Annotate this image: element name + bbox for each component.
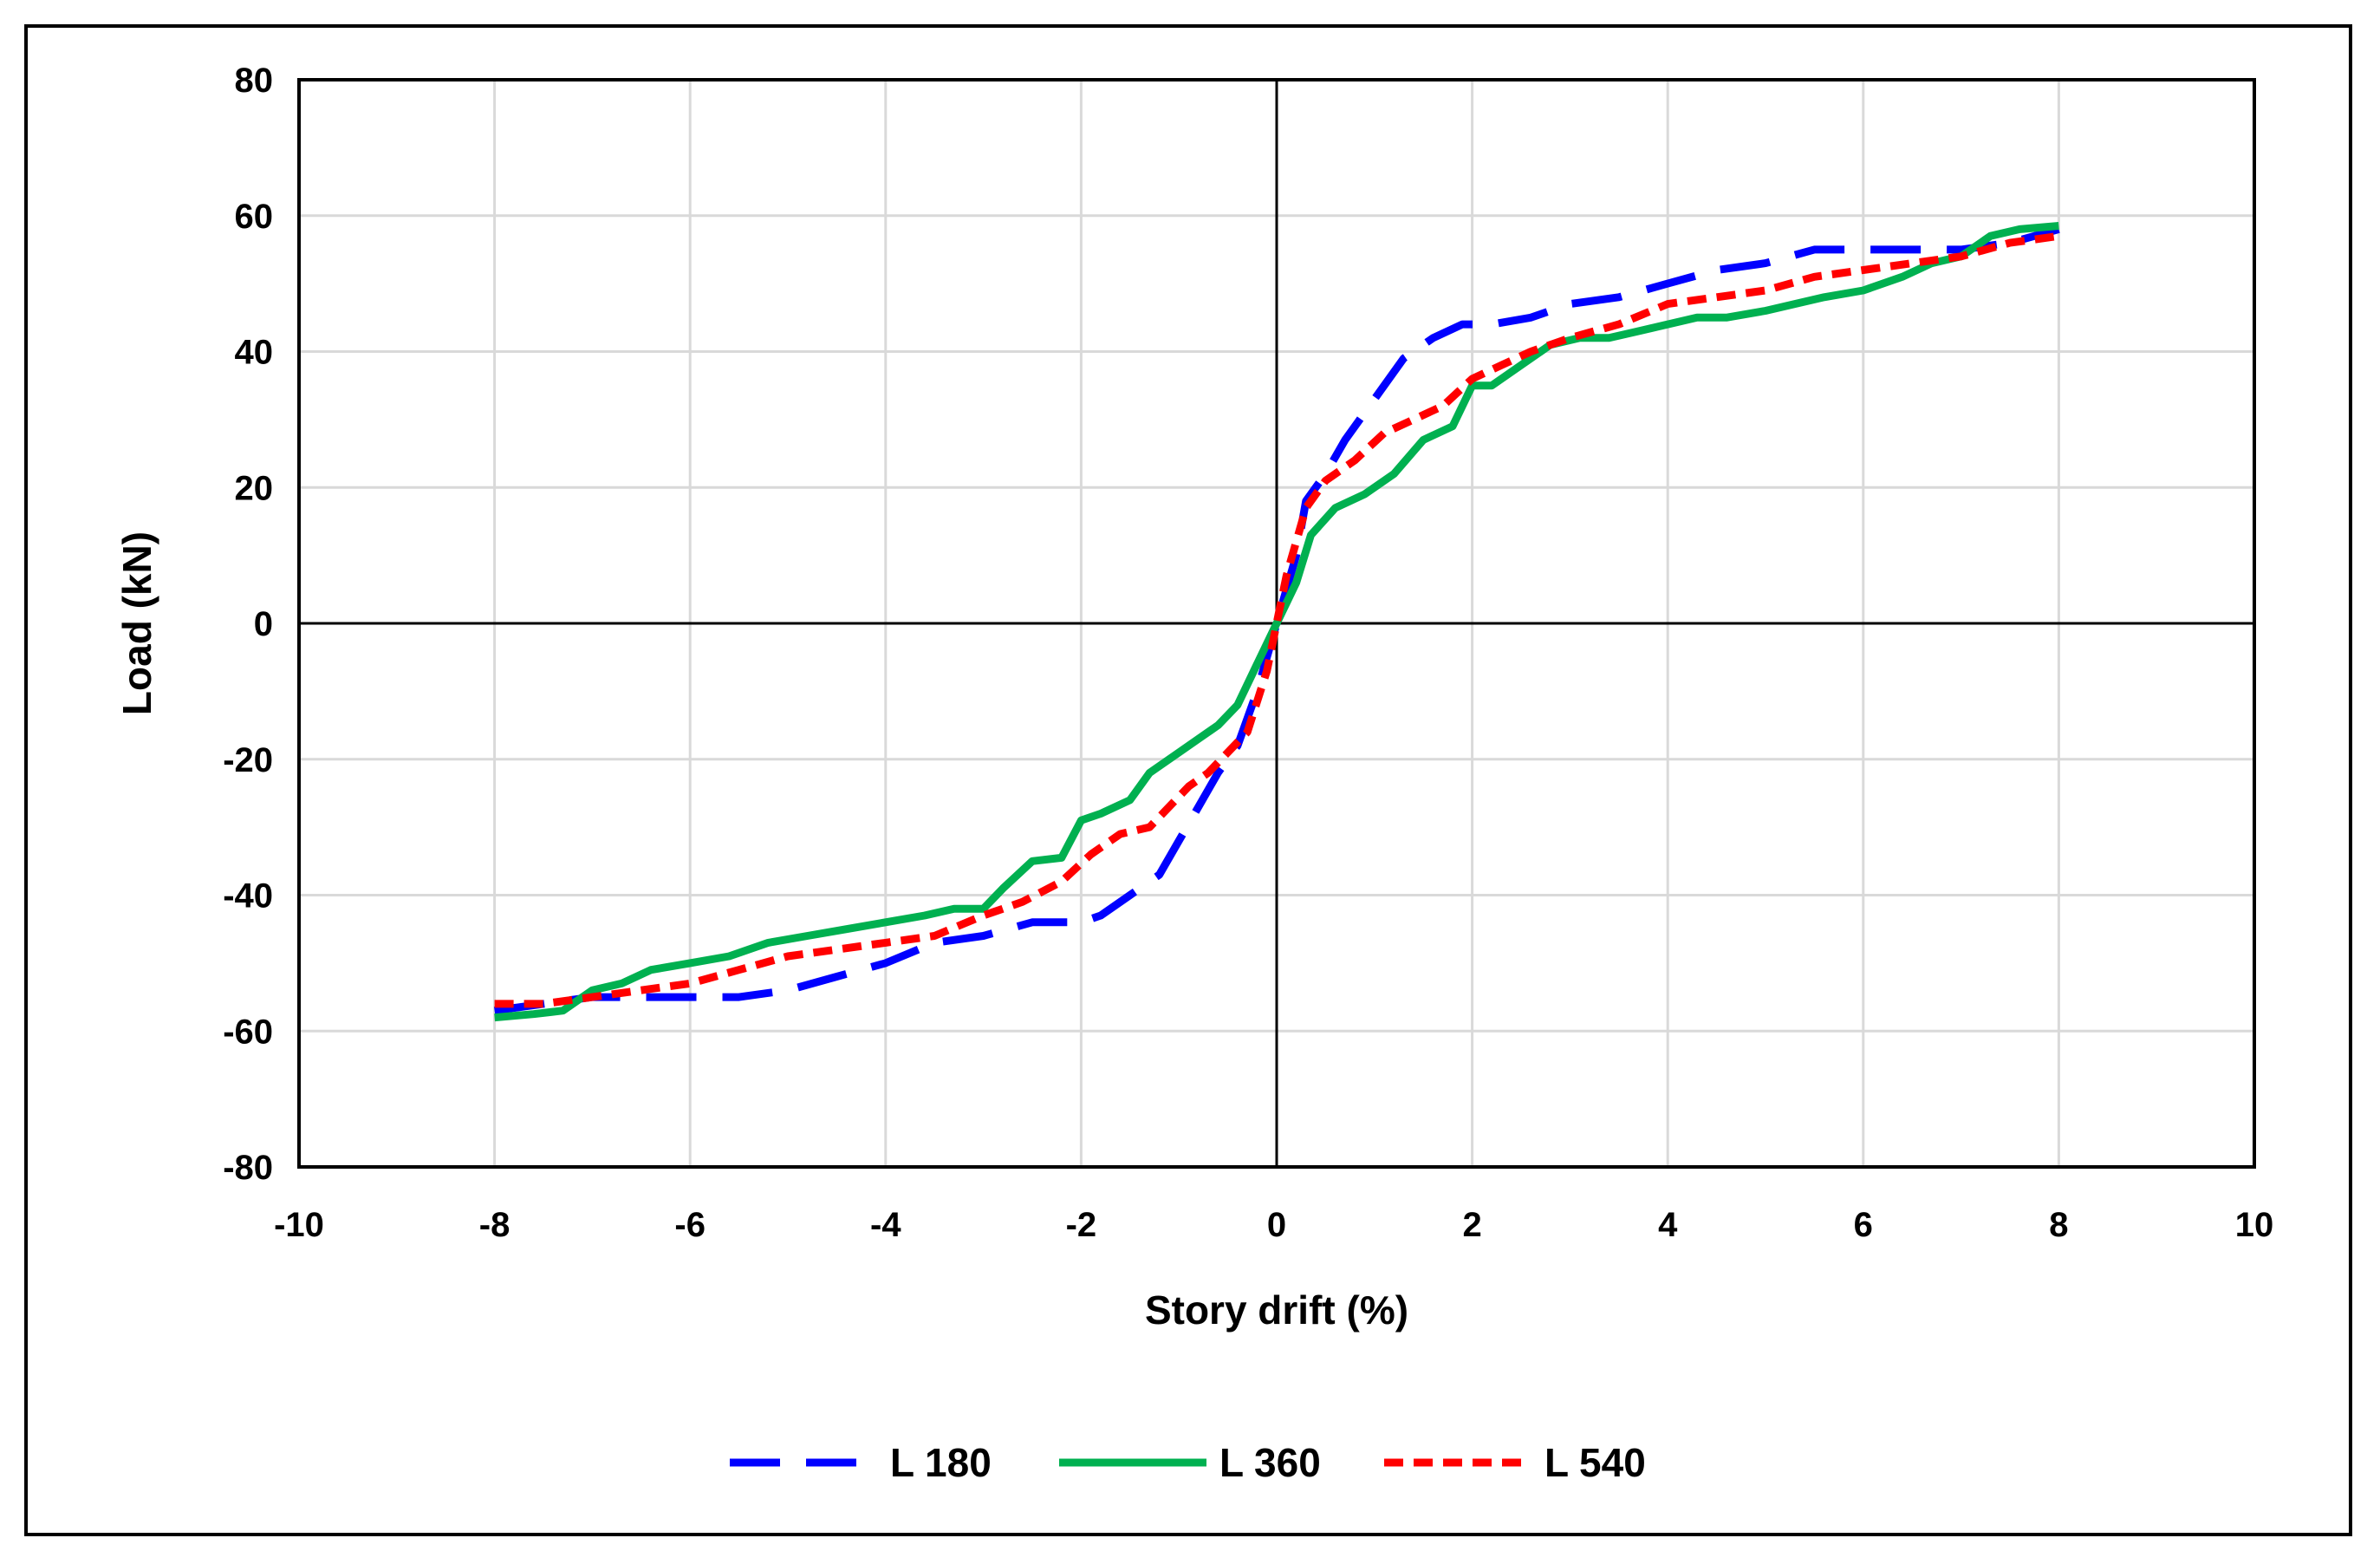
y-axis-title: Load (kN) xyxy=(114,531,159,715)
series-lines xyxy=(493,222,2060,1022)
line-chart: -10 -8 -6 -4 -2 0 2 4 6 8 10806040200-20-40-60-80 … xyxy=(114,62,2273,1485)
y-tick-label: -60 xyxy=(223,1013,273,1051)
x-tick-label: 10 xyxy=(2235,1206,2274,1244)
x-tick-label: -6 xyxy=(674,1206,706,1244)
series-line-l-180 xyxy=(493,225,2060,1015)
x-tick-label: -4 xyxy=(870,1206,901,1244)
legend-label: L 180 xyxy=(890,1440,992,1485)
x-tick-label: -2 xyxy=(1066,1206,1097,1244)
y-tick-label: 60 xyxy=(235,198,274,236)
figure-frame: -10 -8 -6 -4 -2 0 2 4 6 8 10 80 60 40 20 0 -20 -40 -60 -80 … xyxy=(24,24,2352,1536)
x-tick-label: 4 xyxy=(1658,1206,1678,1244)
x-tick-label: 2 xyxy=(1462,1206,1481,1244)
y-tick-label: 0 xyxy=(254,605,273,643)
series-line-l-360 xyxy=(494,222,2059,1022)
x-tick-label: 8 xyxy=(2049,1206,2068,1244)
x-tick-label: -8 xyxy=(479,1206,510,1244)
y-tick-label: 20 xyxy=(235,469,274,507)
y-tick-label: -80 xyxy=(223,1149,273,1187)
series-line-l-540 xyxy=(494,231,2060,1008)
legend: L 180 L 360 L 540 xyxy=(730,1440,1646,1485)
y-tick-label: 80 xyxy=(235,62,274,100)
legend-label: L 360 xyxy=(1219,1440,1321,1485)
legend-label: L 540 xyxy=(1544,1440,1646,1485)
x-tick-label: 6 xyxy=(1854,1206,1873,1244)
x-tick-label: -10 xyxy=(274,1206,324,1244)
plot-area-border xyxy=(297,78,2256,1169)
y-tick-label: -20 xyxy=(223,741,273,779)
x-axis-title: Story drift (%) xyxy=(1145,1287,1408,1333)
y-tick-label: -40 xyxy=(223,877,273,916)
y-tick-label: 40 xyxy=(235,334,274,372)
x-tick-label: 0 xyxy=(1267,1206,1286,1244)
